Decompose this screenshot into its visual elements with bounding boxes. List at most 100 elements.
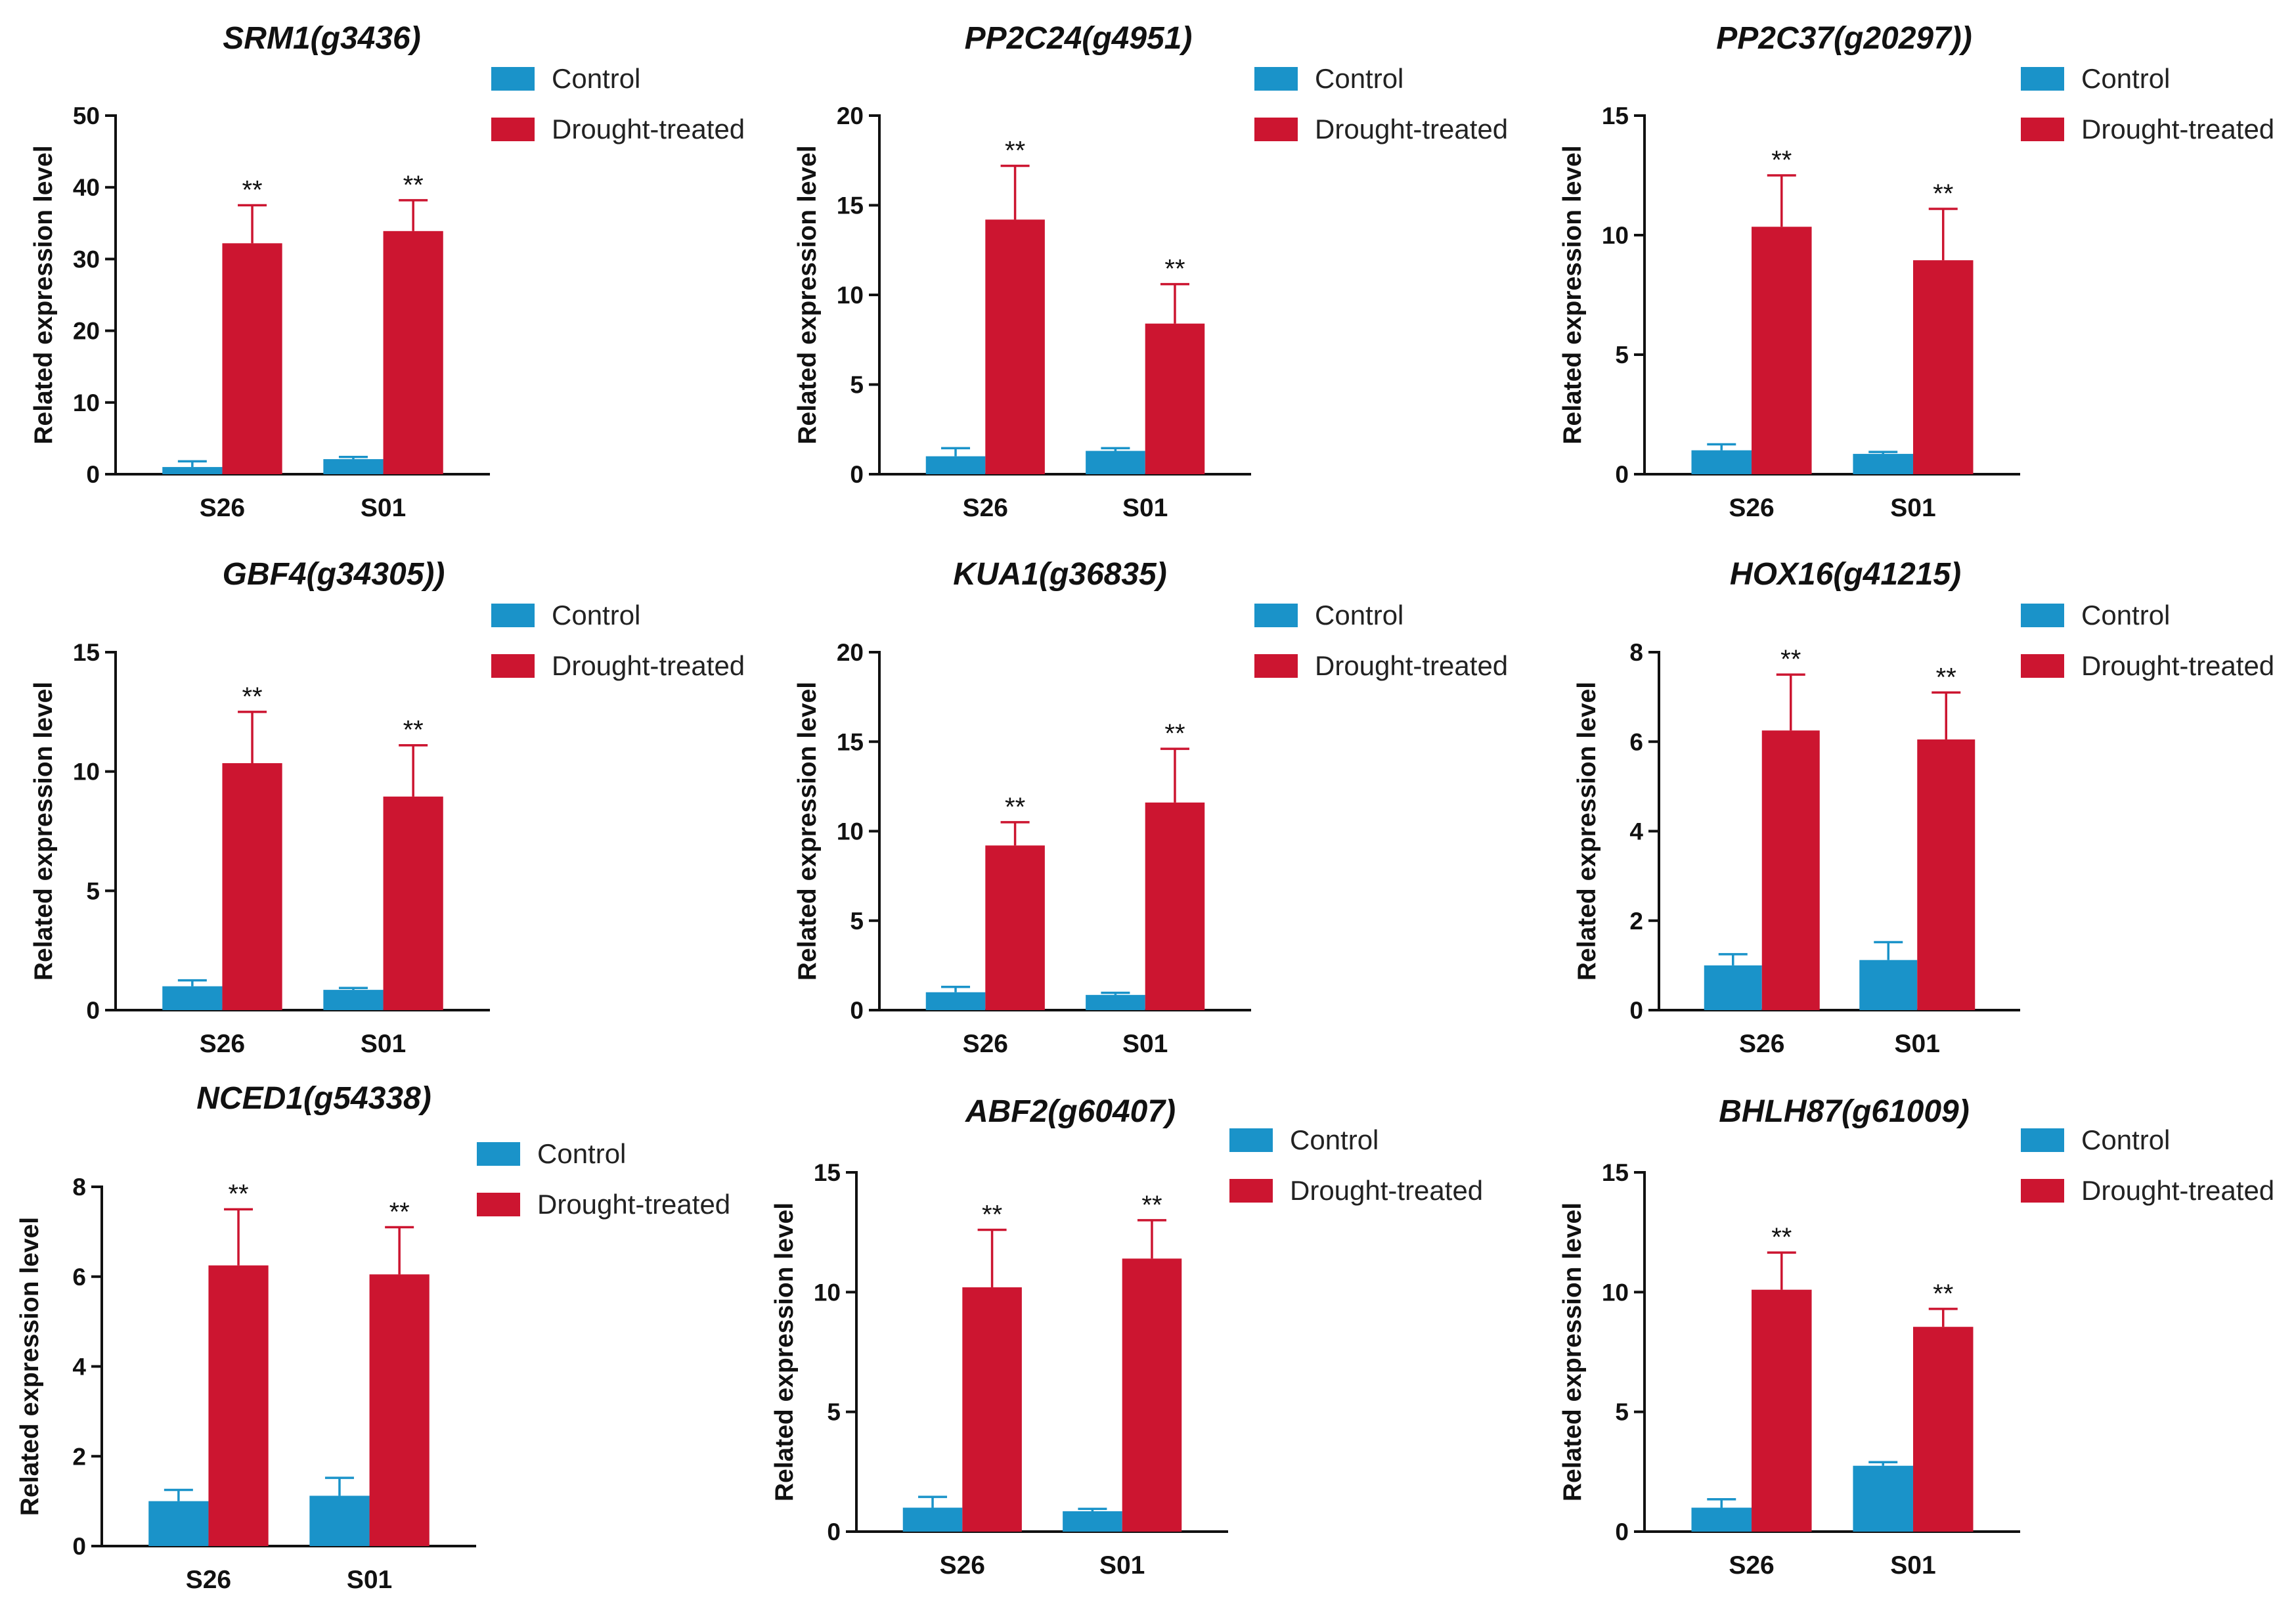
legend-label-control: Control <box>2081 1124 2170 1155</box>
y-tick-label: 6 <box>72 1264 86 1291</box>
x-category-label: S01 <box>1890 494 1935 522</box>
y-tick-label: 20 <box>837 639 864 666</box>
y-tick-label: 10 <box>837 282 864 309</box>
y-tick-label: 0 <box>86 461 100 488</box>
bar-drought-s26 <box>222 243 282 474</box>
y-tick-label: 50 <box>73 102 100 129</box>
y-axis-label: Related expression level <box>1558 145 1587 444</box>
chart-panel-2: PP2C24(g4951) Related expression level 0 5 1… <box>793 21 1508 522</box>
y-tick-label: 10 <box>1602 1279 1629 1306</box>
chart-panel-9: BHLH87(g61009) Related expression level 0 5… <box>1558 1094 2274 1580</box>
x-category-label: S01 <box>1122 494 1168 522</box>
legend-swatch-control <box>1254 604 1298 627</box>
bar-control-s01 <box>1063 1511 1122 1532</box>
y-tick-label: 10 <box>1602 222 1629 249</box>
y-axis-label: Related expression level <box>770 1203 799 1501</box>
legend-swatch-drought <box>1254 654 1298 678</box>
bar-control-s26 <box>1691 1507 1752 1532</box>
bar-control-s01 <box>323 990 384 1010</box>
legend-label-control: Control <box>1315 600 1403 631</box>
bar-drought-s26 <box>962 1287 1022 1532</box>
legend-label-drought: Drought-treated <box>552 650 745 681</box>
y-tick-label: 0 <box>72 1533 86 1560</box>
y-tick-label: 15 <box>1602 1159 1629 1186</box>
significance-marker: ** <box>982 1201 1002 1229</box>
y-axis-label: Related expression level <box>793 682 822 981</box>
legend-swatch-drought <box>491 654 535 678</box>
significance-marker: ** <box>403 171 424 200</box>
bar-drought-s01 <box>1917 739 1976 1010</box>
legend-swatch-drought <box>2021 118 2064 141</box>
legend-label-control: Control <box>537 1138 626 1169</box>
y-tick-label: 6 <box>1629 728 1643 755</box>
y-tick-label: 20 <box>837 102 864 129</box>
legend-label-drought: Drought-treated <box>1315 114 1508 144</box>
significance-marker: ** <box>1933 179 1953 208</box>
chart-panel-8: ABF2(g60407) Related expression level 0 5 10… <box>770 1094 1483 1580</box>
y-tick-label: 5 <box>827 1399 841 1426</box>
y-tick-label: 15 <box>837 728 864 755</box>
x-category-label: S01 <box>1099 1551 1145 1580</box>
legend-label-control: Control <box>1315 63 1403 94</box>
x-category-label: S26 <box>1739 1030 1784 1058</box>
bar-drought-s01 <box>1145 323 1205 474</box>
chart-title: ABF2(g60407) <box>965 1094 1176 1129</box>
bar-drought-s26 <box>222 763 282 1010</box>
significance-marker: ** <box>1771 1223 1792 1252</box>
legend-swatch-drought <box>2021 1179 2064 1203</box>
x-category-label: S26 <box>963 1030 1008 1058</box>
chart-title: GBF4(g34305)) <box>223 557 445 592</box>
y-tick-label: 0 <box>1615 461 1629 488</box>
y-axis-label: Related expression level <box>16 1217 44 1516</box>
bar-drought-s26 <box>985 219 1045 474</box>
bar-control-s26 <box>925 456 986 474</box>
x-category-label: S26 <box>940 1551 985 1580</box>
chart-panel-1: SRM1(g3436) Related expression level 0 10 20… <box>30 21 745 522</box>
chart-panel-7: NCED1(g54338) Related expression level 0 2 4… <box>16 1081 730 1594</box>
bar-drought-s26 <box>1761 730 1820 1010</box>
y-tick-label: 8 <box>72 1174 86 1201</box>
legend-label-drought: Drought-treated <box>2081 650 2274 681</box>
x-category-label: S01 <box>1895 1030 1940 1058</box>
legend-swatch-control <box>491 604 535 627</box>
legend-label-drought: Drought-treated <box>2081 1175 2274 1206</box>
bar-control-s26 <box>162 986 223 1010</box>
legend-label-drought: Drought-treated <box>537 1189 730 1220</box>
x-category-label: S26 <box>963 494 1008 522</box>
chart-title: KUA1(g36835) <box>953 557 1166 592</box>
y-tick-label: 10 <box>814 1279 841 1306</box>
significance-marker: ** <box>242 176 262 205</box>
bar-drought-s26 <box>208 1265 269 1546</box>
bar-control-s26 <box>1691 450 1752 474</box>
y-tick-label: 30 <box>73 246 100 273</box>
legend-swatch-control <box>2021 604 2064 627</box>
legend-label-drought: Drought-treated <box>1315 650 1508 681</box>
chart-panel-6: HOX16(g41215) Related expression level 0 2 4… <box>1573 557 2274 1058</box>
legend-swatch-control <box>477 1142 520 1166</box>
chart-panel-4: GBF4(g34305)) Related expression level 0 5 1… <box>30 557 745 1058</box>
bar-control-s26 <box>162 467 223 474</box>
legend-swatch-control <box>1254 67 1298 91</box>
legend-swatch-control <box>2021 1128 2064 1152</box>
bar-control-s26 <box>902 1507 963 1532</box>
y-tick-label: 5 <box>1615 1399 1629 1426</box>
x-category-label: S01 <box>361 1030 406 1058</box>
y-tick-label: 4 <box>72 1354 86 1381</box>
significance-marker: ** <box>1005 136 1025 165</box>
y-tick-label: 15 <box>837 192 864 219</box>
significance-marker: ** <box>389 1198 410 1227</box>
significance-marker: ** <box>1005 793 1025 822</box>
legend-swatch-control <box>491 67 535 91</box>
chart-title: PP2C37(g20297)) <box>1716 21 1972 56</box>
bar-control-s01 <box>309 1495 370 1546</box>
bar-control-s01 <box>1853 454 1913 474</box>
significance-marker: ** <box>1936 663 1956 692</box>
legend-label-control: Control <box>2081 63 2170 94</box>
chart-title: HOX16(g41215) <box>1730 557 1961 592</box>
x-category-label: S26 <box>1729 494 1774 522</box>
significance-marker: ** <box>1164 719 1185 748</box>
x-category-label: S01 <box>1890 1551 1935 1580</box>
bar-drought-s01 <box>383 231 443 474</box>
x-category-label: S01 <box>347 1566 392 1594</box>
